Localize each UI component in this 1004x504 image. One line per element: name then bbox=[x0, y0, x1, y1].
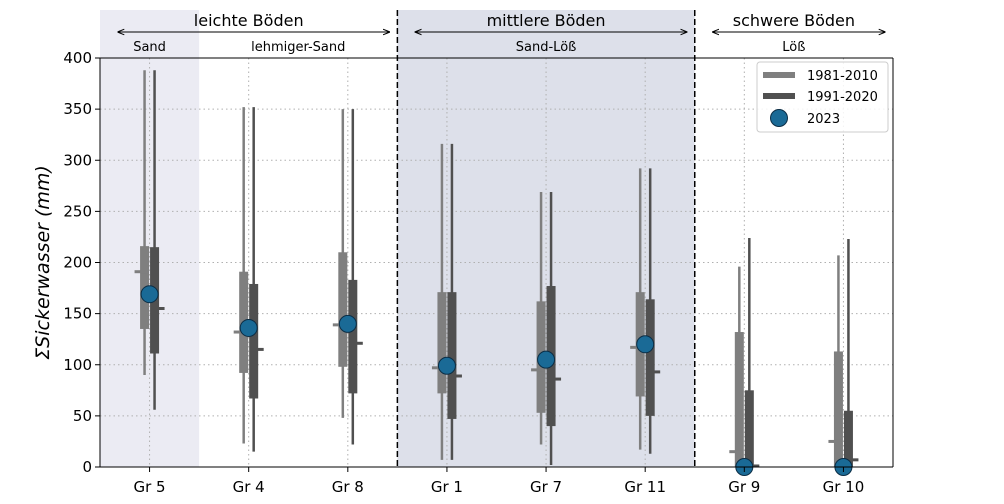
legend: 1981-2010 1991-2020 2023 bbox=[756, 61, 889, 133]
x-tick-label-0: Gr 5 bbox=[134, 478, 166, 496]
legend-label-marker: 2023 bbox=[807, 112, 840, 127]
legend-box bbox=[756, 61, 889, 133]
iqr-box-1-1 bbox=[249, 283, 259, 399]
x-tick-label-3: Gr 1 bbox=[431, 478, 463, 496]
marker-2023-0 bbox=[140, 285, 159, 304]
y-tick-label-5: 250 bbox=[63, 202, 92, 220]
legend-label-p1: 1981-2010 bbox=[807, 69, 878, 84]
y-tick-label-3: 150 bbox=[63, 305, 92, 323]
subgroup-label-2: Sand-Löß bbox=[516, 40, 577, 55]
iqr-box-0-3 bbox=[437, 292, 447, 394]
iqr-box-0-7 bbox=[833, 351, 843, 467]
iqr-box-1-3 bbox=[447, 292, 457, 419]
subgroup-label-3: Löß bbox=[782, 40, 805, 55]
y-tick-label-7: 350 bbox=[63, 100, 92, 118]
x-tick-label-7: Gr 10 bbox=[823, 478, 865, 496]
subgroup-label-0: Sand bbox=[133, 40, 166, 55]
y-tick-label-0: 0 bbox=[82, 458, 92, 476]
marker-2023-4 bbox=[537, 350, 556, 369]
y-tick-label-2: 100 bbox=[63, 356, 92, 374]
legend-label-p2: 1991-2020 bbox=[807, 90, 878, 105]
marker-2023-1 bbox=[239, 318, 258, 337]
iqr-box-0-6 bbox=[734, 332, 744, 467]
group-label-1: mittlere Böden bbox=[487, 11, 606, 30]
subgroup-label-1: lehmiger-Sand bbox=[251, 40, 345, 55]
group-labels: leichte Böden mittlere Böden schwere Böden… bbox=[118, 11, 885, 55]
y-axis-label: ΣSickerwasser (mm) bbox=[32, 165, 54, 360]
iqr-box-1-2 bbox=[348, 279, 358, 394]
group-dividers bbox=[396, 10, 696, 467]
x-tick-label-1: Gr 4 bbox=[233, 478, 265, 496]
y-tick-label-1: 50 bbox=[73, 407, 92, 425]
axes: 0 50 100 150 200 250 300 350 400 Gr 5 Gr 4 Gr 8 Gr 1… bbox=[32, 49, 894, 496]
marker-2023-3 bbox=[437, 356, 456, 375]
iqr-box-1-5 bbox=[645, 299, 655, 416]
marker-2023-5 bbox=[636, 335, 655, 354]
x-tick-label-5: Gr 11 bbox=[624, 478, 666, 496]
iqr-box-0-2 bbox=[338, 252, 348, 367]
x-tick-label-2: Gr 8 bbox=[332, 478, 364, 496]
group-label-0: leichte Böden bbox=[194, 11, 304, 30]
x-tick-label-4: Gr 7 bbox=[530, 478, 562, 496]
iqr-box-1-6 bbox=[744, 390, 754, 467]
marker-2023-2 bbox=[338, 314, 357, 333]
legend-swatch-marker bbox=[770, 109, 788, 127]
y-tick-label-4: 200 bbox=[63, 254, 92, 272]
iqr-box-1-7 bbox=[843, 410, 853, 467]
y-tick-label-8: 400 bbox=[63, 49, 92, 67]
x-tick-label-6: Gr 9 bbox=[728, 478, 760, 496]
y-tick-label-6: 300 bbox=[63, 151, 92, 169]
group-label-2: schwere Böden bbox=[733, 11, 855, 30]
